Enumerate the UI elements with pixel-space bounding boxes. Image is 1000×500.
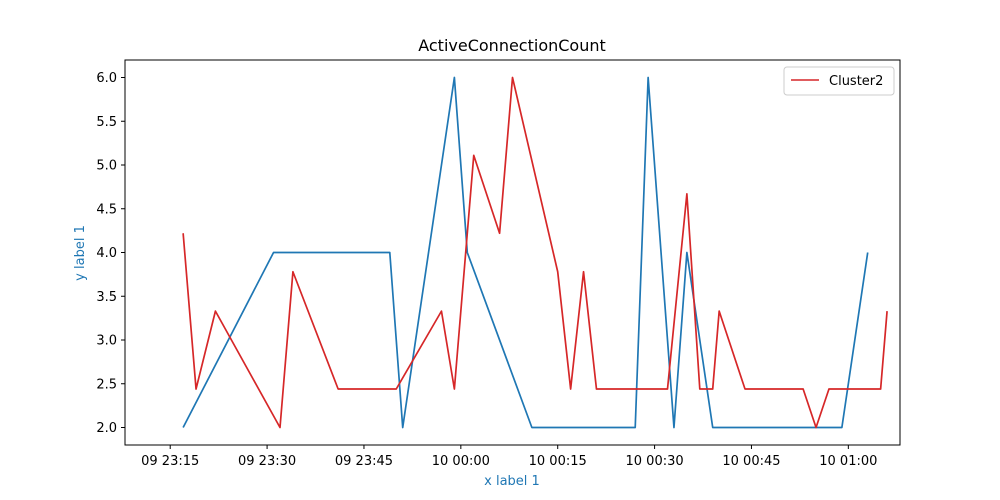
x-tick-label: 10 01:00 (819, 454, 877, 469)
data-point (402, 426, 404, 428)
data-point (686, 193, 688, 195)
data-point (699, 388, 701, 390)
data-point (828, 388, 830, 390)
x-axis: 09 23:15 09 23:30 09 23:45 10 00:00 10 00:15… (141, 445, 877, 469)
data-point (686, 251, 688, 253)
legend-label-cluster2: Cluster2 (829, 74, 883, 89)
y-tick-label: 4.5 (96, 202, 117, 217)
legend-box (783, 66, 895, 96)
y-tick-label: 4.0 (96, 246, 117, 261)
x-tick-label: 10 00:00 (432, 454, 490, 469)
data-point (712, 388, 714, 390)
data-point (511, 76, 513, 78)
y-tick-label: 5.0 (96, 159, 117, 174)
data-point (841, 426, 843, 428)
y-tick-label: 3.0 (96, 334, 117, 349)
series-line-cluster2 (182, 76, 888, 429)
data-point (453, 76, 455, 78)
y-tick-label: 2.0 (96, 421, 117, 436)
data-point (647, 76, 649, 78)
data-point (744, 388, 746, 390)
data-point (815, 426, 817, 428)
data-point (440, 310, 442, 312)
y-axis-label: y label 1 (73, 225, 88, 281)
data-point (395, 388, 397, 390)
x-tick-label: 09 23:15 (141, 454, 199, 469)
data-point (272, 251, 274, 253)
data-point (673, 426, 675, 428)
y-tick-label: 5.5 (96, 115, 117, 130)
data-point (279, 426, 281, 428)
data-point (473, 154, 475, 156)
y-axis: 2.0 2.5 3.0 3.5 4.0 4.5 5.0 5.5 6.0 (96, 71, 125, 436)
x-tick-label: 10 00:30 (626, 454, 684, 469)
data-point (718, 310, 720, 312)
legend: Cluster2 (783, 66, 895, 96)
data-point (595, 388, 597, 390)
data-point (182, 232, 184, 234)
data-point (453, 388, 455, 390)
data-point (292, 271, 294, 273)
data-point (879, 388, 881, 390)
data-point (337, 388, 339, 390)
x-tick-label: 09 23:45 (335, 454, 393, 469)
data-point (195, 388, 197, 390)
data-point (214, 310, 216, 312)
data-point (634, 426, 636, 428)
chart-title: ActiveConnectionCount (418, 36, 606, 55)
data-point (582, 271, 584, 273)
y-tick-label: 2.5 (96, 377, 117, 392)
data-point (498, 232, 500, 234)
data-point (666, 388, 668, 390)
data-point (712, 426, 714, 428)
series-line-1 (182, 76, 869, 429)
data-point (389, 251, 391, 253)
y-tick-label: 3.5 (96, 290, 117, 305)
data-point (886, 310, 888, 312)
plot-area (182, 76, 888, 429)
x-tick-label: 10 00:45 (722, 454, 780, 469)
data-point (182, 426, 184, 428)
y-tick-label: 6.0 (96, 71, 117, 86)
x-tick-label: 10 00:15 (529, 454, 587, 469)
data-point (557, 271, 559, 273)
x-tick-label: 09 23:30 (238, 454, 296, 469)
data-point (569, 388, 571, 390)
data-point (867, 251, 869, 253)
data-point (802, 388, 804, 390)
data-point (531, 426, 533, 428)
x-axis-label: x label 1 (484, 474, 540, 489)
